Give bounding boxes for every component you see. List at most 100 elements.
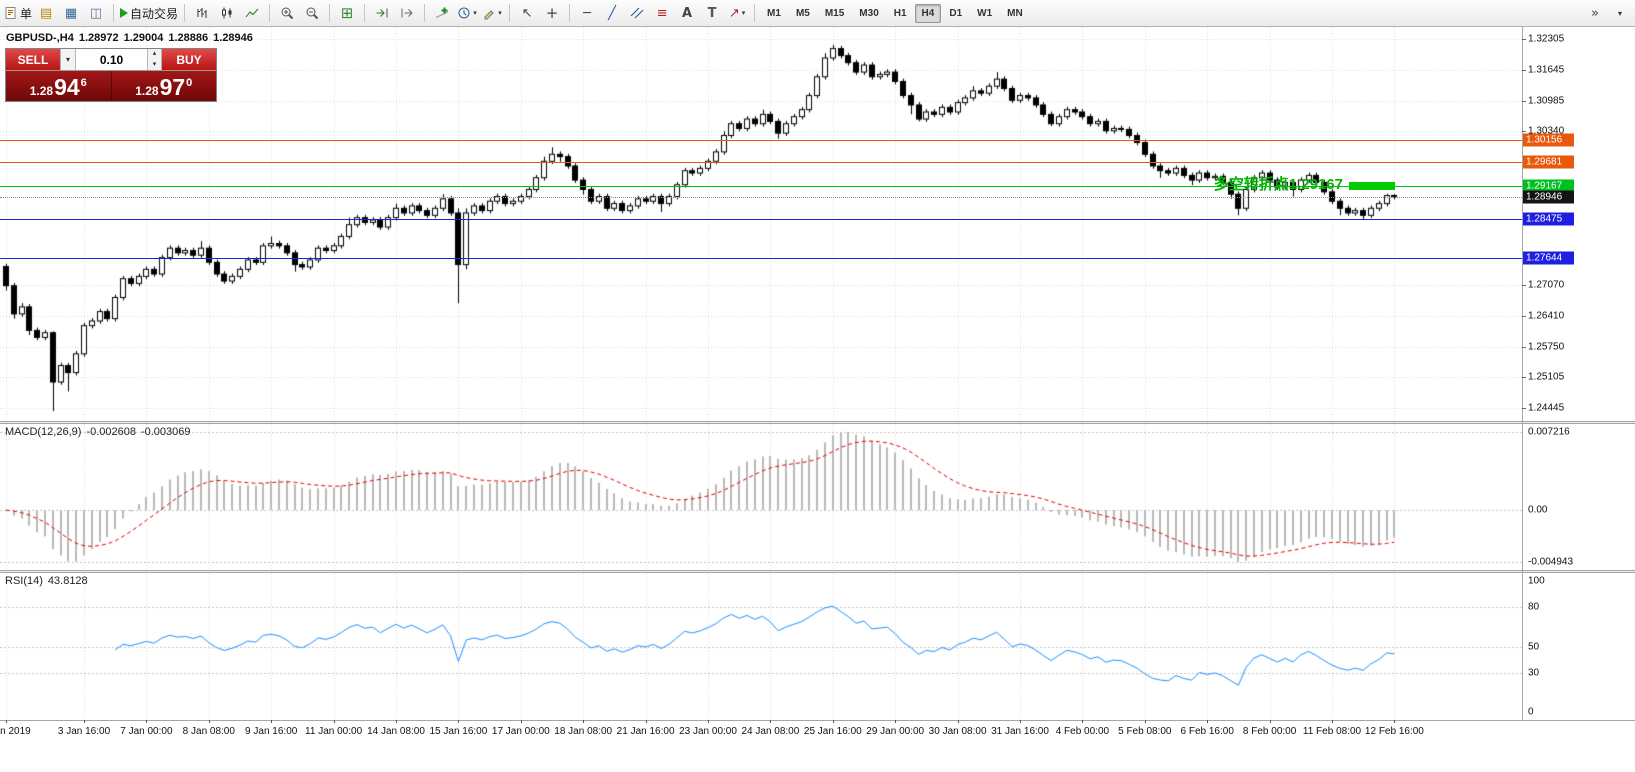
bid-price[interactable]: 1.28 94 6	[6, 71, 112, 101]
rsi-panel-canvas[interactable]	[0, 573, 1522, 720]
price-axis-label: 1.31645	[1528, 64, 1565, 76]
rsi-value: 43.8128	[47, 575, 88, 587]
templates-button[interactable]: ▾	[480, 2, 504, 25]
toolbar-separator	[569, 4, 571, 22]
periods-button[interactable]: ▾	[455, 2, 479, 25]
zoom-out-button[interactable]	[300, 2, 324, 25]
terminal-button[interactable]: ◫	[84, 2, 108, 25]
ask-price[interactable]: 1.28 97 0	[112, 71, 217, 101]
charts-icon: ▦	[64, 5, 78, 21]
zoom-out-icon	[306, 7, 319, 20]
auto-scroll-button[interactable]	[370, 2, 394, 25]
chart-shift-icon	[401, 8, 413, 18]
ohlc-close: 1.28946	[213, 32, 253, 44]
price-chart-canvas[interactable]	[0, 27, 1522, 421]
caret-icon: ▾	[1617, 8, 1622, 18]
label-button[interactable]: T	[700, 2, 724, 25]
timeframe-m1-button[interactable]: M1	[767, 7, 781, 19]
ask-head: 1.28	[135, 84, 159, 98]
timeframe-m30-button[interactable]: M30	[859, 7, 879, 19]
ohlc-open: 1.28972	[78, 32, 119, 44]
timeframe-d1-button[interactable]: D1	[949, 7, 963, 19]
crosshair-button[interactable]: +	[540, 2, 564, 25]
panel-splitter[interactable]	[0, 570, 1635, 573]
chart-shift-button[interactable]	[395, 2, 419, 25]
indicators-button[interactable]	[430, 2, 454, 25]
horizontal-line-icon: ─	[583, 5, 591, 21]
time-axis[interactable]	[0, 720, 1635, 744]
timeframe-m15-button[interactable]: M15	[824, 7, 845, 19]
new-order-button[interactable]: 单	[3, 2, 33, 25]
arrows-button[interactable]: ↗ ▾	[725, 2, 749, 25]
sell-button[interactable]: SELL	[6, 49, 60, 70]
buy-button[interactable]: BUY	[162, 49, 216, 70]
channel-button[interactable]	[625, 2, 649, 25]
zoom-in-icon	[281, 7, 294, 20]
toolbar-overflow-button[interactable]: »	[1583, 2, 1607, 25]
volume-dropdown-button[interactable]: ▾	[60, 49, 76, 70]
ask-sup: 0	[186, 77, 193, 89]
periods-icon	[458, 7, 470, 19]
market-watch-button[interactable]: ▤	[34, 2, 58, 25]
cursor-button[interactable]: ↖	[515, 2, 539, 25]
macd-axis-label: 0.007216	[1528, 426, 1570, 438]
fibonacci-icon: ≡	[656, 5, 668, 21]
zoom-in-button[interactable]	[275, 2, 299, 25]
candlestick-chart-button[interactable]	[215, 2, 239, 25]
price-axis-label: 1.25750	[1528, 341, 1565, 353]
macd-name: MACD(12,26,9)	[5, 426, 82, 438]
stepper-down-icon[interactable]: ▾	[152, 60, 157, 68]
volume-field-wrap	[76, 49, 147, 70]
volume-stepper[interactable]: ▴ ▾	[147, 49, 162, 70]
rsi-axis-label: 80	[1528, 601, 1540, 613]
text-icon: A	[682, 5, 693, 21]
rsi-axis-label: 50	[1528, 641, 1540, 652]
volume-input[interactable]	[82, 51, 141, 68]
bar-chart-icon	[197, 8, 207, 18]
line-chart-button[interactable]	[240, 2, 264, 25]
tile-windows-icon: ⊞	[340, 3, 354, 22]
channel-icon	[630, 7, 644, 19]
caret-icon: ▾	[65, 55, 70, 64]
toolbar-menu-button[interactable]: ▾	[1608, 2, 1632, 25]
horizontal-line-button[interactable]: ─	[575, 2, 599, 25]
pivot-annotation-rect[interactable]	[1349, 182, 1395, 190]
rsi-axis-label: 30	[1528, 667, 1540, 679]
price-axis-label: 1.30985	[1528, 95, 1565, 107]
timeframe-h4-button[interactable]: H4	[914, 3, 942, 23]
crosshair-icon: +	[545, 3, 559, 22]
trendline-button[interactable]: ╱	[600, 2, 624, 25]
macd-panel-canvas[interactable]	[0, 424, 1522, 570]
caret-icon: ▾	[498, 9, 502, 17]
autotrading-button[interactable]: 自动交易	[119, 2, 179, 25]
overflow-icon: »	[1591, 5, 1599, 21]
text-button[interactable]: A	[675, 2, 699, 25]
timeframe-m5-button[interactable]: M5	[795, 7, 810, 19]
rsi-name: RSI(14)	[5, 575, 43, 587]
new-order-icon	[5, 7, 16, 19]
fibonacci-button[interactable]: ≡	[650, 2, 674, 25]
rsi-axis-label: 100	[1528, 575, 1545, 587]
bar-chart-button[interactable]	[190, 2, 214, 25]
autotrading-label: 自动交易	[130, 6, 179, 21]
price-axis-label: 1.27070	[1528, 279, 1565, 291]
price-axis-label: 1.32305	[1528, 33, 1565, 45]
support-price-badge: 1.28475	[1523, 212, 1574, 226]
stepper-up-icon[interactable]: ▴	[152, 50, 157, 57]
price-axis-label: 1.25105	[1528, 371, 1565, 383]
tile-windows-button[interactable]: ⊞	[335, 2, 359, 25]
trendline-icon: ╱	[608, 5, 616, 21]
toolbar-separator	[509, 4, 511, 22]
rsi-axis-label: 0	[1528, 706, 1534, 718]
timeframe-mn-button[interactable]: MN	[1007, 7, 1023, 19]
toolbar-separator	[329, 4, 331, 22]
ask-big: 97	[159, 74, 186, 100]
bid-big: 94	[54, 74, 80, 100]
charts-button[interactable]: ▦	[59, 2, 83, 25]
new-order-label: 单	[20, 6, 33, 21]
timeframe-h1-button[interactable]: H1	[893, 7, 907, 19]
panel-splitter[interactable]	[0, 421, 1635, 424]
market-watch-icon: ▤	[39, 5, 53, 21]
timeframe-w1-button[interactable]: W1	[977, 7, 993, 19]
pivot-annotation-text[interactable]: 多空转折点1.29167	[1213, 176, 1343, 193]
